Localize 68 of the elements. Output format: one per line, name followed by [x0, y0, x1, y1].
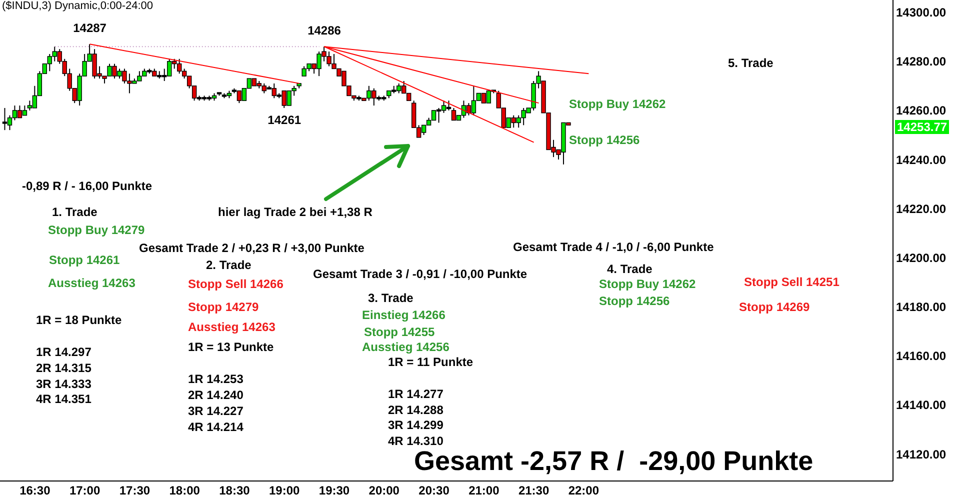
annotation: Stopp Sell 14266: [188, 276, 284, 292]
y-tick-label: 14200.00: [896, 250, 946, 265]
annotation: 3R 14.227: [188, 404, 244, 418]
y-tick-label: 14220.00: [896, 202, 946, 216]
annotation: 2R 14.288: [388, 402, 444, 418]
y-tick-label: 14300.00: [896, 6, 946, 20]
annotation: 2R 14.315: [36, 360, 92, 376]
annotation: 1R = 11 Punkte: [388, 354, 474, 370]
y-tick-label: 14240.00: [896, 152, 946, 167]
x-tick-label: 19:30: [318, 484, 350, 498]
annotation: Gesamt Trade 3 / -0,91 / -10,00 Punkte: [313, 266, 528, 282]
annotation: 3. Trade: [368, 290, 414, 306]
x-tick-label: 21:00: [468, 484, 500, 498]
text: 14253.77: [895, 120, 950, 134]
annotation: 3R 14.333: [36, 376, 92, 392]
annotation: 4R 14.214: [188, 420, 244, 434]
annotation: Gesamt Trade 4 / -1,0 / -6,00 Punkte: [513, 240, 714, 254]
x-tick-label: 17:30: [119, 484, 150, 498]
annotation: 1R = 13 Punkte: [188, 340, 274, 354]
annotation: 1R 14.253: [188, 372, 244, 386]
chart-title: ($INDU,3) Dynamic,0:00-24:00: [2, 0, 154, 12]
annotation: 1. Trade: [52, 204, 98, 220]
y-tick-label: 14120.00: [896, 447, 946, 462]
y-tick-label: 14280.00: [896, 54, 946, 69]
y-tick-label: 14260.00: [896, 104, 946, 118]
annotation: 4R 14.351: [36, 392, 92, 406]
annotation: hier lag Trade 2 bei +1,38 R: [218, 204, 372, 220]
x-tick-label: 18:30: [219, 484, 250, 498]
annotation: Gesamt -2,57 R / -29,00 Punkte: [414, 446, 814, 478]
x-tick-label: 16:30: [20, 484, 51, 498]
x-tick-label: 19:00: [269, 484, 300, 498]
x-tick-label: 18:00: [169, 484, 200, 498]
annotation: Stopp Sell 14251: [744, 274, 840, 290]
annotation: 2. Trade: [206, 258, 252, 272]
x-tick-label: 20:30: [418, 484, 450, 498]
annotation: Stopp 14255: [364, 324, 435, 340]
annotation: 2R 14.240: [188, 388, 244, 402]
annotation: 4. Trade: [607, 262, 652, 276]
annotation: 14287: [73, 21, 107, 36]
annotation: 3R 14.299: [388, 418, 444, 432]
annotation: Stopp Buy 14262: [569, 96, 666, 112]
annotation: 4R 14.310: [388, 434, 444, 448]
x-tick-label: 20:00: [368, 484, 400, 498]
annotation: Stopp 14256: [569, 132, 640, 148]
annotation: Gesamt Trade 2 / +0,23 R / +3,00 Punkte: [139, 240, 364, 256]
annotation: 1R 14.277: [388, 386, 444, 402]
annotation: 1R = 18 Punkte: [36, 312, 122, 328]
annotation: -0,89 R / - 16,00 Punkte: [22, 178, 152, 194]
annotation: Stopp 14261: [49, 252, 120, 268]
annotation: Stopp Buy 14262: [599, 276, 696, 292]
annotation: Einstieg 14266: [362, 308, 446, 322]
annotation: Stopp 14256: [599, 294, 670, 308]
y-tick-label: 14180.00: [896, 300, 946, 314]
x-tick-label: 17:00: [69, 484, 100, 498]
annotation: Ausstieg 14256: [362, 340, 450, 354]
y-tick-label: 14140.00: [896, 398, 946, 412]
annotation: 5. Trade: [728, 56, 774, 70]
annotation: Stopp 14269: [739, 300, 810, 314]
annotation: 14286: [308, 24, 342, 38]
x-tick-label: 22:00: [568, 484, 600, 498]
y-tick-label: 14160.00: [896, 349, 946, 364]
annotation: Ausstieg 14263: [48, 276, 136, 290]
x-tick-label: 21:30: [518, 484, 550, 498]
annotation: 14261: [268, 112, 302, 127]
annotation: Stopp 14279: [188, 300, 259, 314]
annotation: 1R 14.297: [36, 344, 92, 360]
annotation: Ausstieg 14263: [188, 320, 276, 334]
annotation: Stopp Buy 14279: [48, 222, 145, 238]
